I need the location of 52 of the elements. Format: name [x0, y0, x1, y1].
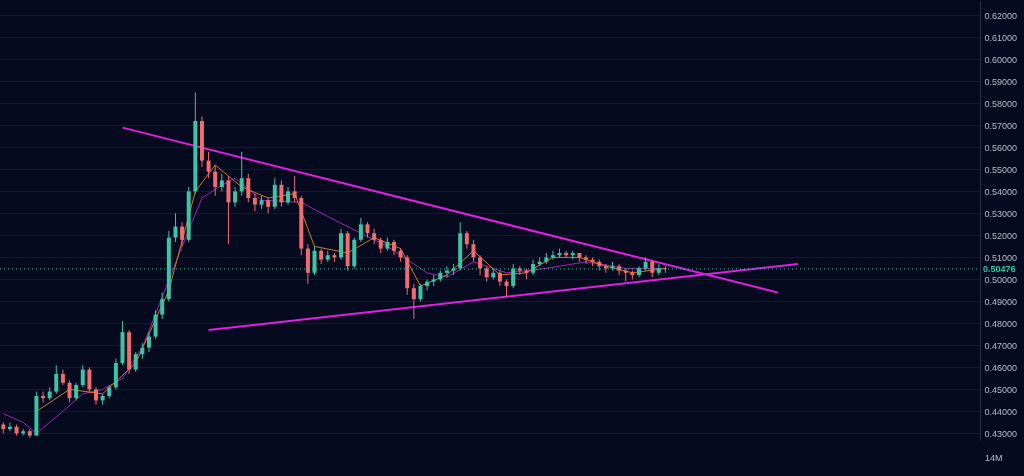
- candlestick: [471, 239, 476, 263]
- candlestick: [67, 380, 72, 404]
- ref-line-label: 0.50476: [983, 263, 1016, 274]
- candlestick: [54, 364, 59, 395]
- candlestick: [617, 263, 622, 276]
- candlestick: [272, 177, 277, 210]
- candlestick: [180, 221, 185, 247]
- candlestick: [239, 151, 244, 197]
- candlestick: [372, 228, 377, 245]
- y-tick-label: 0.50000: [984, 274, 1018, 285]
- y-tick-label: 0.51000: [984, 252, 1018, 263]
- y-tick-label: 0.54000: [984, 186, 1018, 197]
- candlestick: [584, 254, 589, 265]
- candlestick: [478, 254, 483, 276]
- y-tick-label: 0.55000: [984, 164, 1018, 175]
- y-tick-label: 0.49000: [984, 296, 1018, 307]
- y-tick-label: 0.61000: [984, 32, 1018, 43]
- candlestick: [160, 292, 165, 320]
- candlestick: [206, 151, 211, 179]
- y-tick-label: 0.44000: [984, 406, 1018, 417]
- y-tick-label: 0.52000: [984, 230, 1018, 241]
- candlestick: [226, 175, 231, 245]
- candlestick: [153, 309, 158, 340]
- y-tick-label: 0.57000: [984, 120, 1018, 131]
- candlestick: [233, 186, 238, 208]
- text: 14M: [985, 453, 1003, 463]
- y-tick-label: 0.53000: [984, 208, 1018, 219]
- candlestick: [358, 217, 363, 243]
- candlestick: [80, 364, 85, 388]
- y-tick-label: 0.59000: [984, 76, 1018, 87]
- candlestick: [656, 263, 661, 276]
- y-tick-label: 0.58000: [984, 98, 1018, 109]
- candlestick: [87, 366, 92, 393]
- candlestick: [312, 245, 317, 276]
- y-tick-label: 0.45000: [984, 384, 1018, 395]
- y-tick-label: 0.48000: [984, 318, 1018, 329]
- y-tick-label: 0.60000: [984, 54, 1018, 65]
- candlestick: [292, 175, 297, 203]
- candlestick: [146, 331, 151, 353]
- y-tick-label: 0.56000: [984, 142, 1018, 153]
- y-tick-label: 0.47000: [984, 340, 1018, 351]
- candlestick: [252, 193, 257, 212]
- candlestick: [511, 263, 516, 289]
- y-tick-label: 0.62000: [984, 10, 1018, 21]
- y-tick-label: 0.43000: [984, 428, 1018, 439]
- candlestick: [133, 351, 138, 373]
- candlestick: [213, 164, 218, 197]
- y-tick-label: 0.46000: [984, 362, 1018, 373]
- candlestick: [173, 212, 178, 243]
- candlestick: [279, 179, 284, 208]
- candlestick: [246, 173, 251, 203]
- candlestick: [411, 283, 416, 320]
